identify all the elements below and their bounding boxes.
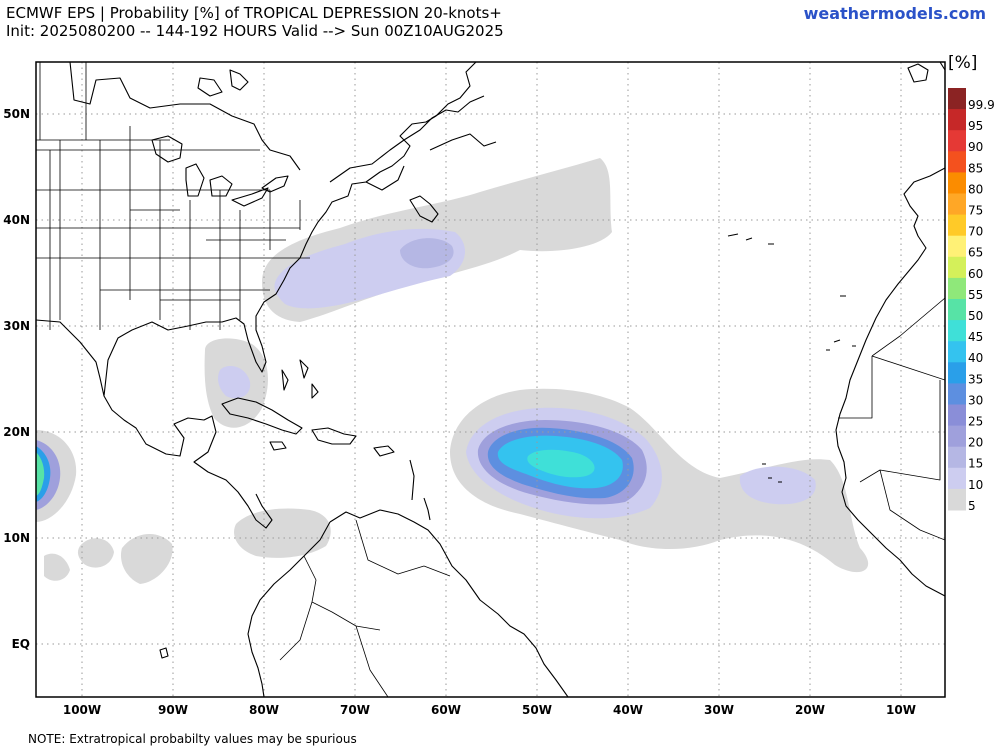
lon-label: 100W <box>63 703 101 717</box>
lon-label: 40W <box>613 703 643 717</box>
lon-label: 20W <box>795 703 825 717</box>
lon-label: 50W <box>522 703 552 717</box>
south-america-borders <box>279 519 451 697</box>
lat-label: 50N <box>3 107 30 121</box>
legend-label: 85 <box>968 161 983 175</box>
legend-label: 35 <box>968 372 983 386</box>
legend-label: 45 <box>968 330 983 344</box>
ireland-uk <box>907 62 945 83</box>
legend-label: 80 <box>968 182 983 196</box>
legend-swatch <box>948 277 966 300</box>
prob-area-north-atlantic-15 <box>400 238 454 269</box>
prob-area-east-pacific-1 <box>77 538 114 568</box>
prob-area-east-pacific-3 <box>44 553 70 581</box>
brand-link[interactable]: weathermodels.com <box>803 4 986 23</box>
atlantic-islands <box>159 233 856 659</box>
probability-shading <box>36 158 869 584</box>
legend-swatch <box>948 172 966 194</box>
prob-area-gulf-10 <box>218 366 251 399</box>
lat-label: 20N <box>3 425 30 439</box>
prob-area-west-edge-55 <box>36 452 45 496</box>
lon-label: 10W <box>886 703 916 717</box>
legend-swatch <box>948 193 966 216</box>
legend-swatch <box>948 446 966 469</box>
lon-label: 90W <box>158 703 188 717</box>
legend-swatch <box>948 214 966 237</box>
africa-borders <box>838 297 945 541</box>
legend-swatch <box>948 320 966 342</box>
legend-label: 65 <box>968 246 983 260</box>
lat-label: 30N <box>3 319 30 333</box>
prob-area-east-pacific-2 <box>120 533 173 584</box>
lon-axis-labels: 100W 90W 80W 70W 60W 50W 40W 30W 20W 10W <box>63 703 916 717</box>
legend-label: 10 <box>968 478 983 492</box>
legend-swatch <box>948 88 966 110</box>
legend-swatch <box>948 404 966 427</box>
lon-label: 60W <box>431 703 461 717</box>
legend-label: 60 <box>968 267 983 281</box>
lat-axis-labels: 50N 40N 30N 20N 10N EQ <box>3 107 30 651</box>
legend-label: 70 <box>968 225 983 239</box>
footer-note: NOTE: Extratropical probabilty values ma… <box>28 732 357 746</box>
lon-label: 70W <box>340 703 370 717</box>
legend-label: 25 <box>968 415 983 429</box>
chart-title: ECMWF EPS | Probability [%] of TROPICAL … <box>6 4 502 22</box>
legend-swatch <box>948 109 966 131</box>
legend-swatch <box>948 362 966 384</box>
legend-swatch <box>948 151 966 173</box>
lat-label: 10N <box>3 531 30 545</box>
canada-coast <box>69 62 497 191</box>
lat-lon-grid <box>36 62 945 697</box>
legend-swatch <box>948 299 966 321</box>
map-frame <box>35 61 946 698</box>
lat-label: EQ <box>12 637 30 651</box>
lat-label: 40N <box>3 213 30 227</box>
legend-swatch <box>948 130 966 152</box>
south-america-coast <box>247 509 569 697</box>
legend-label: 50 <box>968 309 983 323</box>
legend-label: 30 <box>968 393 983 407</box>
legend-swatch <box>948 341 966 363</box>
legend-label: 90 <box>968 140 983 154</box>
legend-unit: [%] <box>948 53 977 73</box>
legend-swatch <box>948 383 966 405</box>
legend-label: 40 <box>968 351 983 365</box>
us-state-borders <box>36 62 310 330</box>
legend-swatch <box>948 256 966 279</box>
legend-swatch <box>948 488 966 511</box>
legend-swatch <box>948 425 966 448</box>
legend-swatch <box>948 467 966 490</box>
legend-label: 5 <box>968 499 976 513</box>
lon-label: 30W <box>704 703 734 717</box>
cuba-caribbean <box>221 359 431 521</box>
legend-label: 95 <box>968 119 983 133</box>
europe-africa-coast <box>835 167 945 597</box>
legend-label: 20 <box>968 436 983 450</box>
legend-label: 99.9 <box>968 98 995 112</box>
legend-label: 75 <box>968 204 983 218</box>
greenland-newfoundland <box>197 69 439 223</box>
legend-swatch <box>948 235 966 258</box>
lon-label: 80W <box>249 703 279 717</box>
coastlines <box>36 62 945 697</box>
init-valid-line: Init: 2025080200 -- 144-192 HOURS Valid … <box>6 22 504 40</box>
prob-area-caribbean <box>234 508 331 558</box>
prob-area-main-system-45 <box>527 449 595 478</box>
map-ocean <box>36 62 945 697</box>
north-america-coast <box>36 62 477 529</box>
legend-label: 15 <box>968 457 983 471</box>
colorbar-legend: 99.9 95 90 85 80 75 70 65 60 55 50 45 40 35 30 25 20 15 10… <box>948 88 995 513</box>
legend-label: 55 <box>968 288 983 302</box>
prob-area-east-10 <box>739 466 816 505</box>
